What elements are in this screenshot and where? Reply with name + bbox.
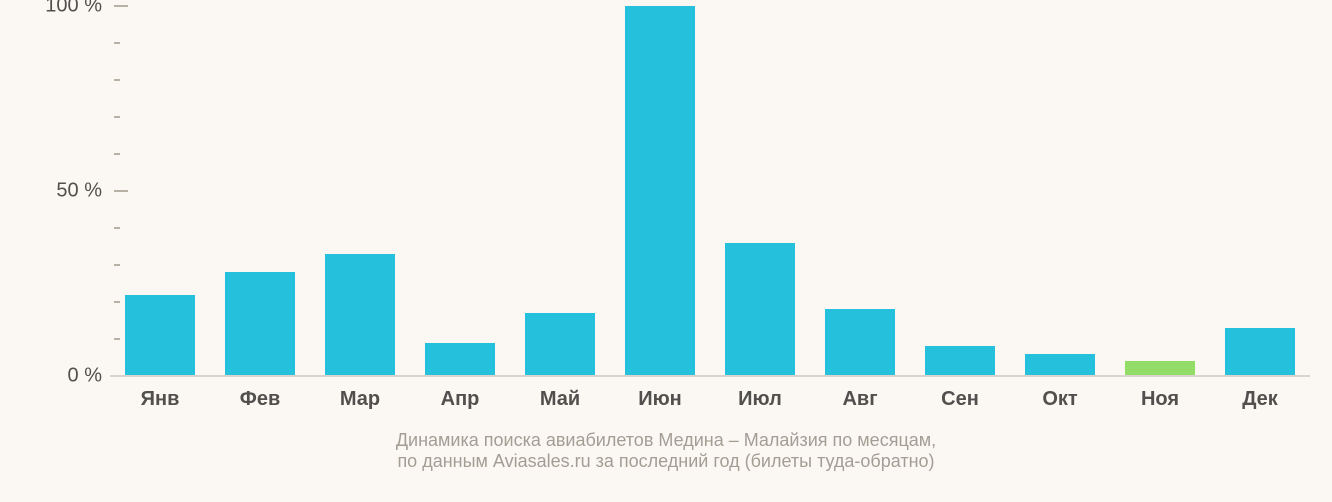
x-axis-baseline	[110, 375, 1310, 377]
caption-line-1: Динамика поиска авиабилетов Медина – Мал…	[0, 430, 1332, 451]
bar-slot	[510, 6, 610, 376]
bar-slot	[710, 6, 810, 376]
bar	[1225, 328, 1295, 376]
bar	[325, 254, 395, 376]
x-axis-label: Июл	[710, 388, 810, 411]
x-axis-label: Май	[510, 388, 610, 411]
bar	[1025, 354, 1095, 376]
bar-slot	[310, 6, 410, 376]
bar	[625, 6, 695, 376]
chart-container: 0 %50 %100 % ЯнвФевМарАпрМайИюнИюлАвгСен…	[0, 0, 1332, 502]
bar-slot	[210, 6, 310, 376]
bar	[825, 309, 895, 376]
x-axis-label: Окт	[1010, 388, 1110, 411]
chart-caption: Динамика поиска авиабилетов Медина – Мал…	[0, 430, 1332, 472]
x-axis-label: Апр	[410, 388, 510, 411]
x-axis-labels: ЯнвФевМарАпрМайИюнИюлАвгСенОктНояДек	[110, 388, 1310, 411]
x-axis-label: Ноя	[1110, 388, 1210, 411]
x-axis-label: Дек	[1210, 388, 1310, 411]
bar-slot	[1010, 6, 1110, 376]
bar-slot	[110, 6, 210, 376]
y-axis-label: 50 %	[56, 180, 102, 203]
bar-slot	[1210, 6, 1310, 376]
x-axis-label: Авг	[810, 388, 910, 411]
bar	[125, 295, 195, 376]
bar	[925, 346, 995, 376]
y-axis: 0 %50 %100 %	[0, 6, 110, 376]
y-axis-label: 0 %	[68, 365, 102, 388]
x-axis-label: Янв	[110, 388, 210, 411]
x-axis-label: Июн	[610, 388, 710, 411]
bar-slot	[610, 6, 710, 376]
caption-line-2: по данным Aviasales.ru за последний год …	[0, 451, 1332, 472]
bar	[1125, 361, 1195, 376]
bar	[525, 313, 595, 376]
x-axis-label: Мар	[310, 388, 410, 411]
bar-slot	[410, 6, 510, 376]
bars-area	[110, 6, 1310, 376]
bar-slot	[810, 6, 910, 376]
bar	[425, 343, 495, 376]
bar	[725, 243, 795, 376]
bar-slot	[1110, 6, 1210, 376]
bar	[225, 272, 295, 376]
plot-area: 0 %50 %100 %	[110, 6, 1310, 376]
bar-slot	[910, 6, 1010, 376]
x-axis-label: Фев	[210, 388, 310, 411]
y-axis-label: 100 %	[45, 0, 102, 18]
x-axis-label: Сен	[910, 388, 1010, 411]
